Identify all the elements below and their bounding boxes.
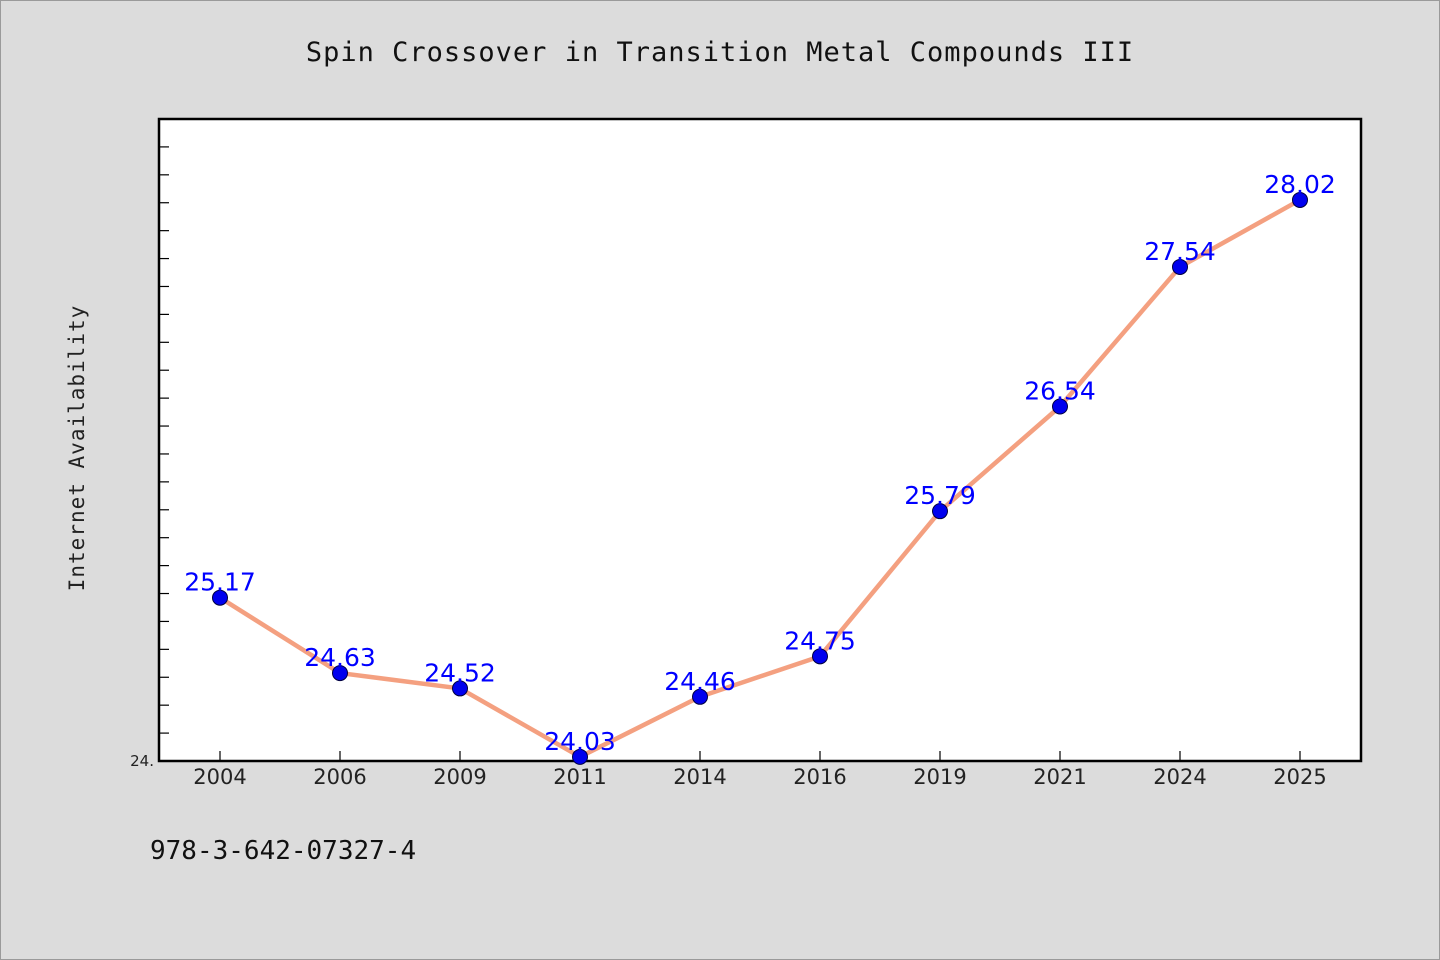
data-value-label: 24.52 [424, 658, 496, 687]
y-axis-tick-labels: 24. [130, 752, 154, 770]
y-axis-label: Internet Availability [65, 305, 89, 592]
x-tick-label: 2014 [673, 765, 726, 789]
series-line [217, 197, 1303, 760]
data-value-label: 26.54 [1024, 377, 1096, 406]
x-tick-label: 2021 [1033, 765, 1086, 789]
x-tick-label: 2011 [553, 765, 606, 789]
chart-title: Spin Crossover in Transition Metal Compo… [306, 37, 1134, 68]
data-markers [212, 191, 1308, 765]
x-tick-label: 2004 [193, 765, 246, 789]
x-tick-label: 2024 [1153, 765, 1206, 789]
x-tick-label: 2016 [793, 765, 846, 789]
data-point [932, 503, 948, 520]
x-axis-tick-labels: 2004 2006 2009 2011 2014 2016 2019 2021 2024 2025 [193, 751, 1327, 789]
data-point [452, 680, 468, 697]
data-value-label: 25.17 [184, 568, 256, 597]
data-point [572, 748, 588, 765]
data-value-label: 24.63 [304, 643, 376, 672]
data-point [1052, 398, 1068, 415]
x-tick-label: 2006 [313, 765, 366, 789]
y-axis-ticks [159, 146, 169, 734]
data-value-label: 25.79 [904, 481, 976, 510]
y-tick-label: 24. [130, 752, 154, 770]
x-tick-label: 2025 [1273, 765, 1326, 789]
data-value-label: 28.02 [1264, 170, 1336, 199]
data-value-label: 24.75 [784, 626, 856, 655]
data-value-label: 24.03 [544, 727, 616, 756]
data-point [692, 688, 708, 705]
data-value-label: 24.46 [664, 667, 736, 696]
data-point [212, 589, 228, 606]
data-value-labels: 25.17 24.63 24.52 24.03 24.46 24.75 25.79 26.54… [184, 170, 1336, 756]
data-point [332, 665, 348, 682]
x-tick-label: 2009 [433, 765, 486, 789]
x-tick-label: 2019 [913, 765, 966, 789]
plot-area [157, 117, 1363, 763]
data-point [1172, 258, 1188, 275]
data-value-label: 27.54 [1144, 237, 1216, 266]
data-point [812, 648, 828, 665]
isbn-text: 978-3-642-07327-4 [150, 836, 417, 866]
data-point [1292, 191, 1308, 208]
